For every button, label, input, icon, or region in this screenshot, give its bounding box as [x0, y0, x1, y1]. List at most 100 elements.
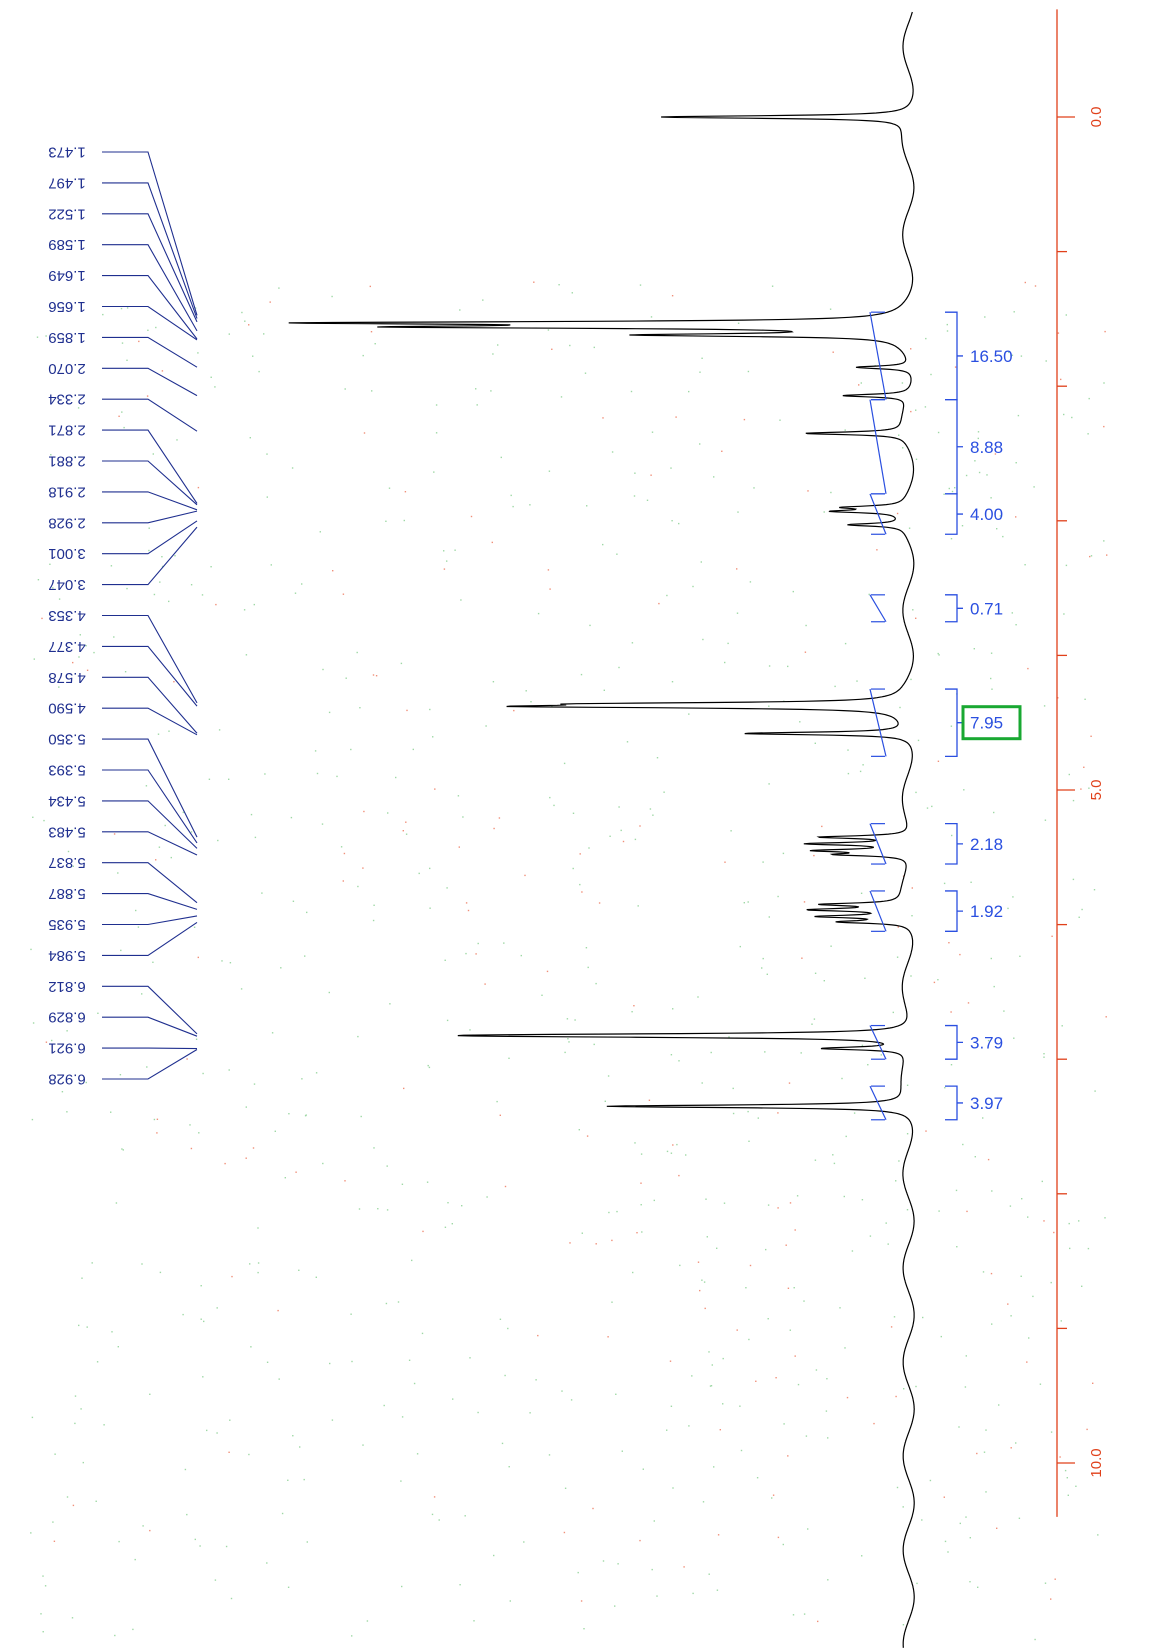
- noise-dot: [245, 1106, 247, 1108]
- integral-value[interactable]: 7.95: [970, 714, 1003, 733]
- noise-dot: [37, 579, 40, 581]
- noise-dot: [500, 456, 502, 459]
- noise-dot: [672, 1144, 674, 1146]
- noise-dot: [985, 1491, 987, 1493]
- noise-dot: [1068, 773, 1070, 776]
- noise-dot: [792, 590, 794, 593]
- noise-dot: [80, 1408, 82, 1410]
- noise-dot: [484, 983, 486, 985]
- noise-dot: [803, 901, 806, 903]
- noise-dot: [229, 962, 232, 964]
- noise-dot: [1090, 735, 1092, 737]
- noise-dot: [860, 382, 862, 384]
- integral-curve: [869, 312, 887, 400]
- noise-dot: [344, 1180, 346, 1182]
- axis-tick-label: 5.0: [1088, 780, 1105, 801]
- noise-dot: [713, 1466, 715, 1468]
- noise-dot: [761, 967, 763, 969]
- noise-dot: [873, 1422, 875, 1425]
- noise-dot: [869, 1235, 872, 1237]
- noise-dot: [31, 1416, 34, 1419]
- peak-shift-value: 4.353: [48, 607, 86, 624]
- noise-dot: [405, 821, 407, 823]
- noise-dot: [611, 1301, 613, 1303]
- noise-dot: [548, 1454, 551, 1456]
- noise-dot: [912, 609, 914, 611]
- noise-dot: [943, 882, 946, 885]
- noise-dot: [572, 867, 574, 870]
- noise-dot: [493, 827, 495, 830]
- peak-leader-line: [102, 915, 198, 926]
- noise-dot: [477, 1411, 479, 1414]
- noise-dot: [937, 760, 940, 762]
- peak-leader-line: [102, 244, 198, 332]
- noise-dot: [406, 709, 408, 712]
- noise-dot: [724, 861, 726, 863]
- noise-dot: [45, 1041, 48, 1043]
- noise-dot: [602, 1560, 605, 1562]
- noise-dot: [1019, 955, 1021, 957]
- noise-dot: [31, 1118, 34, 1121]
- noise-dot: [747, 1110, 749, 1113]
- noise-dot: [103, 1424, 105, 1426]
- noise-dot: [278, 287, 280, 289]
- noise-dot: [630, 390, 633, 393]
- noise-dot: [688, 713, 690, 715]
- peak-leader-line: [102, 676, 198, 734]
- integral-value: 2.18: [970, 835, 1003, 854]
- noise-dot: [666, 1150, 669, 1153]
- noise-dot: [771, 285, 774, 287]
- noise-dot: [679, 1264, 681, 1267]
- noise-dot: [397, 1301, 400, 1303]
- noise-dot: [986, 474, 988, 476]
- noise-dot: [264, 773, 266, 775]
- noise-dot: [823, 511, 825, 513]
- integral: 8.88: [869, 399, 1003, 495]
- peak-shift-value: 1.859: [48, 329, 86, 346]
- noise-dot: [250, 1346, 252, 1348]
- noise-dot: [899, 706, 901, 709]
- noise-dot: [586, 505, 588, 507]
- peak-label: 5.350: [48, 731, 198, 838]
- noise-dot: [482, 299, 484, 301]
- noise-dot: [844, 1347, 846, 1349]
- noise-dot: [432, 736, 434, 738]
- noise-dot: [342, 593, 345, 595]
- noise-dot: [1057, 332, 1060, 334]
- noise-dot: [67, 895, 70, 897]
- noise-dot: [675, 416, 677, 418]
- noise-dot: [858, 384, 860, 386]
- noise-dot: [161, 370, 164, 372]
- noise-dot: [363, 810, 365, 813]
- noise-dot: [145, 785, 148, 787]
- noise-dot: [834, 685, 836, 688]
- noise-dot: [304, 955, 306, 957]
- noise-dot: [547, 569, 550, 571]
- noise-dot: [697, 1261, 700, 1263]
- noise-dots: [30, 281, 1108, 1641]
- noise-dot: [496, 1100, 498, 1103]
- peak-label: 1.589: [48, 236, 198, 332]
- noise-dot: [1103, 382, 1105, 384]
- noise-dot: [930, 373, 932, 376]
- noise-dot: [950, 1011, 952, 1013]
- noise-dot: [1009, 1205, 1012, 1207]
- noise-dot: [1012, 896, 1014, 898]
- integral-bracket: [945, 399, 963, 495]
- selected-integral-box[interactable]: [961, 705, 1022, 741]
- noise-dot: [1106, 554, 1108, 556]
- noise-dot: [713, 476, 715, 478]
- noise-dot: [990, 497, 992, 499]
- noise-dot: [1043, 1056, 1045, 1058]
- noise-dot: [615, 1393, 617, 1395]
- noise-dot: [815, 1369, 818, 1371]
- noise-dot: [861, 1044, 864, 1047]
- noise-dot: [710, 1051, 712, 1054]
- noise-dot: [475, 388, 477, 390]
- noise-dot: [546, 970, 549, 973]
- noise-dot: [584, 372, 587, 374]
- integral-curve: [869, 594, 887, 623]
- noise-dot: [617, 1563, 619, 1565]
- peak-leader-line: [102, 1049, 198, 1080]
- noise-dot: [443, 550, 445, 552]
